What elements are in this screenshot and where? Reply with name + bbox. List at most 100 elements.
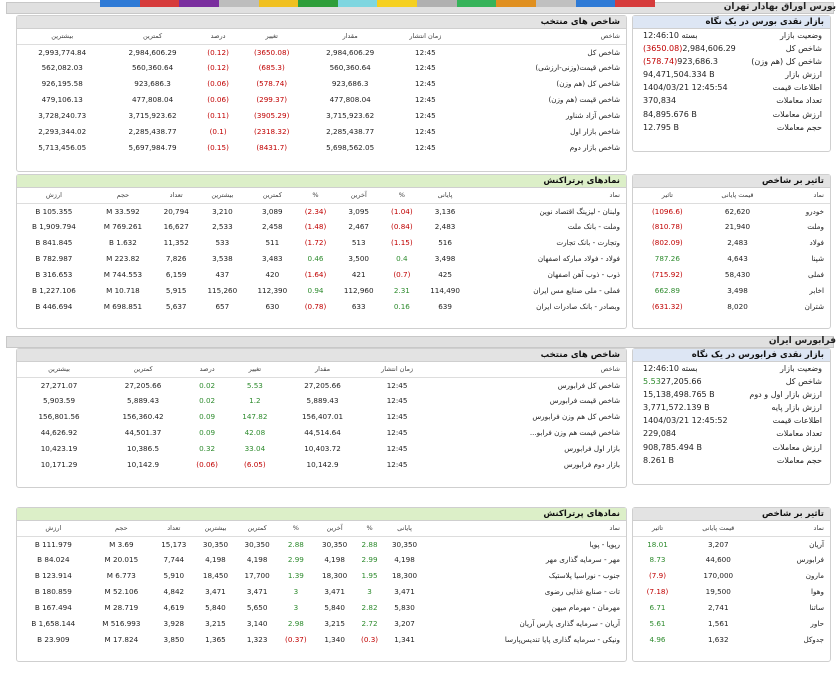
column-header[interactable]: شاخص — [455, 29, 626, 45]
column-header[interactable]: بیشترین — [17, 29, 108, 45]
column-header[interactable]: آخرین — [313, 521, 356, 537]
table-row[interactable]: حاور 1,561 5.61 — [633, 615, 830, 631]
table-row[interactable]: مهرمان - مهرمام میهن 5,830 2.82 5,840 3 5,650… — [17, 600, 626, 616]
table-row[interactable]: شاخص کل 12:45 2,984,606.29 (3650.08) (0.12) 2… — [17, 44, 626, 60]
column-header[interactable]: حجم — [90, 188, 156, 204]
column-header[interactable]: زمان انتشار — [364, 362, 430, 378]
column-header[interactable]: مقدار — [280, 362, 365, 378]
table-row[interactable]: وتجارت - بانک تجارت 516 (1.15) 513 (1.72) 511… — [17, 235, 626, 251]
column-header[interactable]: کمترین — [101, 362, 186, 378]
table-row[interactable]: مهر - سرمایه گذاری مهر 4,198 2.99 4,198 2.99… — [17, 552, 626, 568]
column-header[interactable]: نماد — [773, 188, 830, 204]
column-header[interactable]: ارزش — [17, 521, 90, 537]
column-header[interactable]: % — [297, 188, 334, 204]
table-cell: 4,643 — [727, 254, 748, 264]
column-header[interactable]: پایانی — [383, 521, 426, 537]
table-row[interactable]: فرابورس 44,600 8.73 — [633, 552, 830, 568]
table-cell: 511 — [265, 238, 280, 248]
column-header[interactable]: نماد — [754, 521, 830, 537]
snapshot-value: 1404/03/21 12:45:52 — [643, 414, 728, 427]
column-header[interactable]: تاثیر — [633, 521, 682, 537]
table-row[interactable]: شاخص قیمت فرابورس 12:45 5,889.43 1.2 0.02 5,8… — [17, 393, 626, 409]
table-row[interactable]: آریان 3,207 18.01 — [633, 536, 830, 552]
column-header[interactable]: کمترین — [107, 29, 198, 45]
table-row[interactable]: وبصادر - بانک صادرات ایران 639 0.16 633 (0.7… — [17, 298, 626, 314]
column-header[interactable]: % — [355, 521, 384, 537]
snapshot-number: 8.261 B — [643, 455, 674, 465]
column-header[interactable]: نماد — [470, 188, 626, 204]
table-row[interactable]: شتران 8,020 (631.32) — [633, 298, 830, 314]
table-row[interactable]: شاخص قیمت(وزنی-ارزشی) 12:45 560,360.64 (685… — [17, 60, 626, 76]
table-row[interactable]: فولاد - فولاد مبارکه اصفهان 3,498 0.4 3,500… — [17, 251, 626, 267]
table-row[interactable]: مارون 170,000 (7.9) — [633, 568, 830, 584]
column-header[interactable]: بیشترین — [194, 521, 237, 537]
table-row[interactable]: بازار اول فرابورس 12:45 10,403.72 33.04 0.32… — [17, 441, 626, 457]
table-cell: 10,403.72 — [304, 444, 341, 453]
table-row[interactable]: شاخص کل فرابورس 12:45 27,205.66 5.53 0.02 27,… — [17, 377, 626, 393]
table-row[interactable]: شاخص قیمت (هم وزن) 12:45 477,808.04 (299.37… — [17, 92, 626, 108]
table-row[interactable]: شاخص کل هم وزن فرابورس 12:45 156,407.01 147… — [17, 409, 626, 425]
column-header[interactable]: شاخص — [429, 362, 626, 378]
column-header[interactable]: تغییر — [238, 29, 305, 45]
table-cell: 12:45 — [386, 412, 408, 422]
table-row[interactable]: فملی 58,430 (715.92) — [633, 267, 830, 283]
column-header[interactable]: تغییر — [229, 362, 281, 378]
table-cell: 2,483 — [727, 238, 748, 248]
table-row[interactable]: ونیکی - سرمایه گذاری پایا تندیس‌پارسا 1,3… — [17, 631, 626, 647]
table-row[interactable]: بازار دوم فرابورس 12:45 10,142.9 (6.05) (0.0… — [17, 456, 626, 472]
table-row[interactable]: وملت - بانک ملت 2,483 (0.84) 2,467 (1.48) 2,4… — [17, 219, 626, 235]
table-row[interactable]: رپویا - پویا 30,350 2.88 30,350 2.88 30,350 30… — [17, 536, 626, 552]
table-row[interactable]: ولبنان - لیزینگ اقتصاد نوین 3,136 (1.04) 3,… — [17, 203, 626, 219]
table-cell: 3 — [367, 587, 372, 597]
table-cell: 2.72 — [361, 618, 378, 628]
table-cell: 30,350 — [322, 539, 348, 549]
table-cell: 20,794 — [163, 206, 189, 216]
column-header[interactable]: کمترین — [247, 188, 298, 204]
farabourse-effect-table: نماد قیمت پایانی تاثیر آریان 3,207 18.01 فرابو… — [633, 521, 830, 647]
column-header[interactable]: قیمت پایانی — [701, 188, 774, 204]
column-header[interactable]: % — [383, 188, 421, 204]
table-cell: 1,365 — [205, 634, 226, 644]
table-row[interactable]: شاخص آزاد شناور 12:45 3,715,923.62 (3905.29… — [17, 108, 626, 124]
column-header[interactable]: ارزش — [17, 188, 91, 204]
table-row[interactable]: اخابر 3,498 662.89 — [633, 282, 830, 298]
column-header[interactable]: درصد — [197, 29, 239, 45]
table-row[interactable]: فولاد 2,483 (802.09) — [633, 235, 830, 251]
column-header[interactable]: کمترین — [236, 521, 278, 537]
table-row[interactable]: تات - صنایع غذایی رضوی 3,471 3 3,471 3 3,471 3… — [17, 584, 626, 600]
column-header[interactable]: مقدار — [304, 29, 396, 45]
table-cell: 2,984,606.29 — [326, 47, 375, 57]
table-row[interactable]: ساتنا 2,741 6.71 — [633, 600, 830, 616]
column-header[interactable]: بیشترین — [17, 362, 102, 378]
farabourse-section-title: فرابورس ایران — [768, 336, 836, 346]
table-row[interactable]: جنوب - نوراسیا پلاستیک 18,300 1.95 18,300 1.… — [17, 568, 626, 584]
column-header[interactable]: % — [277, 521, 314, 537]
table-row[interactable]: وملت 21,940 (810.78) — [633, 219, 830, 235]
row-name: آریان - سرمایه گذاری پارس آریان — [519, 618, 621, 628]
table-row[interactable]: خودرو 62,620 (1096.6) — [633, 203, 830, 219]
table-row[interactable]: شاخص قیمت هم وزن فرابو... 12:45 44,514.64 4… — [17, 425, 626, 441]
table-row[interactable]: وهوا 19,500 (7.18) — [633, 584, 830, 600]
table-row[interactable]: جدوکل 1,632 4.96 — [633, 631, 830, 647]
snapshot-label: وضعیت بازار — [780, 31, 822, 40]
column-header[interactable]: زمان انتشار — [395, 29, 456, 45]
column-header[interactable]: تعداد — [152, 521, 195, 537]
table-cell: 3,498 — [727, 285, 748, 295]
column-header[interactable]: درصد — [185, 362, 230, 378]
table-row[interactable]: شاخص کل (هم وزن) 12:45 923,686.3 (578.74) (0… — [17, 76, 626, 92]
column-header[interactable]: آخرین — [333, 188, 384, 204]
table-row[interactable]: شاخص بازار اول 12:45 2,285,438.77 (2318.32)… — [17, 123, 626, 139]
table-row[interactable]: شپنا 4,643 787.26 — [633, 251, 830, 267]
column-header[interactable]: تعداد — [155, 188, 198, 204]
table-row[interactable]: آریان - سرمایه گذاری پارس آریان 3,207 2.72… — [17, 615, 626, 631]
table-row[interactable]: شاخص بازار دوم 12:45 5,698,562.05 (8431.7) (… — [17, 139, 626, 155]
column-header[interactable]: حجم — [89, 521, 153, 537]
table-row[interactable]: فملی - ملی صنایع مس ایران 114,490 2.31 112,… — [17, 282, 626, 298]
column-header[interactable]: پایانی — [420, 188, 471, 204]
column-header[interactable]: قیمت پایانی — [681, 521, 755, 537]
table-row[interactable]: ذوب - ذوب آهن اصفهان 425 (0.7) 421 (1.64) 420… — [17, 267, 626, 283]
column-header[interactable]: نماد — [425, 521, 626, 537]
table-cell: (3650.08) — [254, 47, 290, 57]
column-header[interactable]: تاثیر — [633, 188, 702, 204]
column-header[interactable]: بیشترین — [197, 188, 248, 204]
